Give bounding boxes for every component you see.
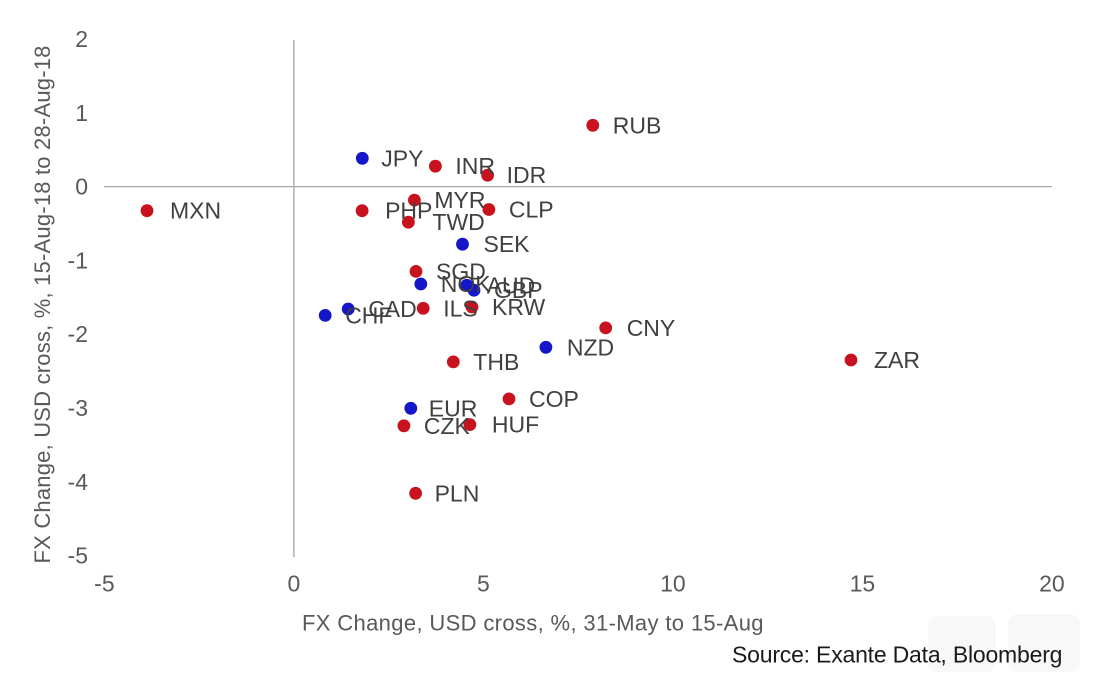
svg-text:CAD: CAD	[368, 296, 417, 322]
svg-text:-2: -2	[68, 321, 88, 347]
svg-text:HUF: HUF	[492, 412, 539, 438]
svg-text:IDR: IDR	[507, 162, 547, 188]
svg-text:THB: THB	[473, 349, 519, 375]
svg-text:CNY: CNY	[627, 315, 676, 341]
svg-text:NOK: NOK	[441, 271, 492, 297]
svg-text:FX Change, USD cross, %, 15-A: FX Change, USD cross, %, 15-Aug-18 to 28…	[30, 45, 55, 563]
svg-text:-5: -5	[68, 543, 88, 569]
svg-text:2: 2	[75, 26, 88, 52]
svg-text:SGD: SGD	[436, 258, 486, 284]
svg-text:PHP: PHP	[385, 198, 432, 224]
svg-text:AUD: AUD	[487, 272, 536, 298]
svg-text:10: 10	[660, 571, 686, 597]
svg-text:COP: COP	[529, 386, 579, 412]
svg-text:Source: Exante Data, Bloomberg: Source: Exante Data, Bloomberg	[732, 642, 1062, 668]
svg-text:1: 1	[75, 100, 88, 126]
svg-text:INR: INR	[455, 153, 495, 179]
svg-text:MXN: MXN	[170, 198, 221, 224]
svg-text:RUB: RUB	[613, 112, 662, 138]
svg-text:PLN: PLN	[435, 480, 480, 506]
svg-text:FX Change, USD cross, %, 31-M: FX Change, USD cross, %, 31-May to 15-Au…	[302, 611, 764, 636]
svg-text:CZK: CZK	[424, 413, 471, 439]
svg-text:NZD: NZD	[567, 334, 614, 360]
svg-text:CLP: CLP	[509, 197, 554, 223]
svg-text:-1: -1	[68, 247, 88, 273]
svg-text:20: 20	[1039, 571, 1065, 597]
svg-text:GBP: GBP	[494, 277, 543, 303]
svg-text:JPY: JPY	[381, 145, 423, 171]
svg-text:5: 5	[477, 571, 490, 597]
svg-text:-4: -4	[68, 469, 89, 495]
svg-text:0: 0	[288, 571, 301, 597]
svg-text:ILS: ILS	[443, 295, 478, 321]
svg-text:SEK: SEK	[484, 231, 531, 257]
svg-text:-5: -5	[94, 571, 114, 597]
svg-text:TWD: TWD	[432, 209, 484, 235]
svg-text:-3: -3	[68, 395, 88, 421]
svg-text:EUR: EUR	[429, 395, 478, 421]
svg-text:0: 0	[75, 174, 88, 200]
svg-text:MYR: MYR	[434, 187, 485, 213]
svg-text:15: 15	[850, 571, 876, 597]
svg-text:KRW: KRW	[492, 294, 546, 320]
svg-text:CHF: CHF	[345, 302, 392, 328]
svg-text:ZAR: ZAR	[874, 347, 920, 373]
